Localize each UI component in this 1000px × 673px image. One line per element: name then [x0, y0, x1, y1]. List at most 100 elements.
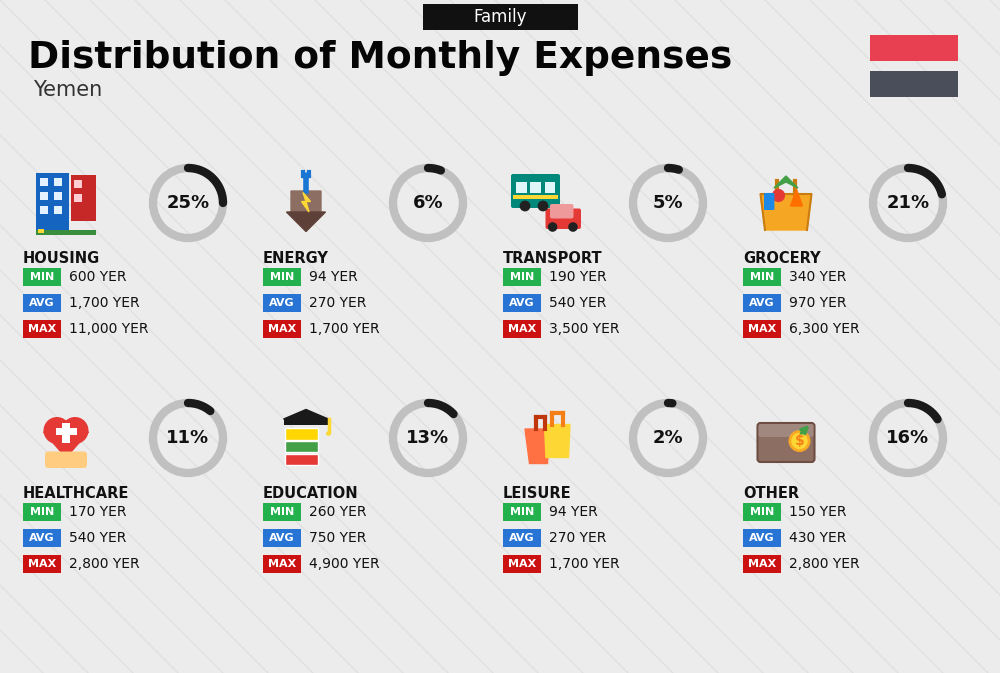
FancyBboxPatch shape: [516, 182, 526, 192]
FancyBboxPatch shape: [870, 35, 958, 61]
FancyBboxPatch shape: [263, 529, 301, 547]
Text: MAX: MAX: [268, 324, 296, 334]
Circle shape: [538, 201, 548, 211]
FancyBboxPatch shape: [36, 230, 96, 235]
Polygon shape: [525, 429, 549, 464]
Text: MIN: MIN: [750, 272, 774, 282]
Text: 750 YER: 750 YER: [309, 531, 366, 545]
FancyBboxPatch shape: [263, 503, 301, 521]
Polygon shape: [284, 409, 328, 419]
Text: 5%: 5%: [653, 194, 683, 212]
Text: AVG: AVG: [269, 533, 295, 543]
FancyBboxPatch shape: [546, 209, 581, 229]
Polygon shape: [774, 176, 798, 188]
FancyBboxPatch shape: [503, 320, 541, 338]
Polygon shape: [761, 194, 812, 230]
Circle shape: [772, 189, 785, 202]
Text: MAX: MAX: [748, 559, 776, 569]
FancyBboxPatch shape: [74, 180, 82, 188]
Text: 170 YER: 170 YER: [69, 505, 126, 519]
FancyBboxPatch shape: [764, 193, 774, 210]
FancyBboxPatch shape: [284, 419, 328, 425]
FancyBboxPatch shape: [511, 174, 560, 208]
FancyBboxPatch shape: [743, 529, 781, 547]
FancyBboxPatch shape: [23, 555, 61, 573]
Text: MAX: MAX: [28, 559, 56, 569]
FancyBboxPatch shape: [56, 429, 76, 435]
FancyBboxPatch shape: [503, 268, 541, 286]
FancyBboxPatch shape: [38, 229, 44, 233]
Text: AVG: AVG: [749, 298, 775, 308]
Text: AVG: AVG: [509, 533, 535, 543]
Text: MAX: MAX: [748, 324, 776, 334]
Text: AVG: AVG: [749, 533, 775, 543]
FancyBboxPatch shape: [422, 4, 578, 30]
Text: 970 YER: 970 YER: [789, 296, 846, 310]
Text: MIN: MIN: [510, 507, 534, 517]
Text: MAX: MAX: [268, 559, 296, 569]
Text: Distribution of Monthly Expenses: Distribution of Monthly Expenses: [28, 40, 732, 76]
FancyBboxPatch shape: [45, 452, 87, 468]
Circle shape: [790, 431, 809, 451]
Text: 11%: 11%: [166, 429, 210, 447]
Text: 94 YER: 94 YER: [549, 505, 598, 519]
Polygon shape: [291, 191, 321, 229]
Text: ENERGY: ENERGY: [263, 251, 329, 266]
FancyBboxPatch shape: [530, 182, 541, 192]
FancyBboxPatch shape: [23, 320, 61, 338]
Text: 1,700 YER: 1,700 YER: [549, 557, 620, 571]
FancyBboxPatch shape: [54, 206, 62, 214]
Text: MIN: MIN: [270, 272, 294, 282]
FancyBboxPatch shape: [263, 320, 301, 338]
Text: 150 YER: 150 YER: [789, 505, 846, 519]
FancyBboxPatch shape: [23, 294, 61, 312]
Text: OTHER: OTHER: [743, 486, 799, 501]
Text: MIN: MIN: [750, 507, 774, 517]
Text: 540 YER: 540 YER: [549, 296, 606, 310]
Text: 2%: 2%: [653, 429, 683, 447]
Circle shape: [302, 172, 310, 180]
Text: 21%: 21%: [886, 194, 930, 212]
Text: 260 YER: 260 YER: [309, 505, 366, 519]
FancyBboxPatch shape: [743, 294, 781, 312]
FancyBboxPatch shape: [545, 182, 555, 192]
Text: EDUCATION: EDUCATION: [263, 486, 359, 501]
Text: 1,700 YER: 1,700 YER: [309, 322, 380, 336]
FancyBboxPatch shape: [743, 320, 781, 338]
FancyBboxPatch shape: [263, 555, 301, 573]
FancyBboxPatch shape: [54, 192, 62, 200]
FancyBboxPatch shape: [743, 268, 781, 286]
Text: MIN: MIN: [30, 507, 54, 517]
Text: LEISURE: LEISURE: [503, 486, 572, 501]
Text: 94 YER: 94 YER: [309, 270, 358, 284]
Circle shape: [326, 431, 331, 436]
FancyBboxPatch shape: [870, 71, 958, 97]
Text: 6,300 YER: 6,300 YER: [789, 322, 860, 336]
Circle shape: [520, 201, 530, 211]
Text: MIN: MIN: [270, 507, 294, 517]
Polygon shape: [544, 425, 570, 458]
FancyBboxPatch shape: [503, 555, 541, 573]
FancyBboxPatch shape: [503, 529, 541, 547]
Text: AVG: AVG: [29, 533, 55, 543]
Text: Yemen: Yemen: [33, 80, 102, 100]
Text: MAX: MAX: [508, 559, 536, 569]
Circle shape: [548, 222, 557, 232]
FancyBboxPatch shape: [23, 268, 61, 286]
Circle shape: [568, 222, 578, 232]
Polygon shape: [287, 212, 326, 232]
Text: 4,900 YER: 4,900 YER: [309, 557, 380, 571]
Circle shape: [44, 417, 70, 444]
FancyBboxPatch shape: [36, 173, 69, 230]
FancyBboxPatch shape: [743, 555, 781, 573]
Circle shape: [62, 417, 88, 444]
Text: 270 YER: 270 YER: [309, 296, 366, 310]
Text: 1,700 YER: 1,700 YER: [69, 296, 140, 310]
Text: 11,000 YER: 11,000 YER: [69, 322, 148, 336]
FancyBboxPatch shape: [550, 204, 574, 219]
FancyBboxPatch shape: [40, 192, 48, 200]
FancyBboxPatch shape: [503, 294, 541, 312]
FancyBboxPatch shape: [503, 503, 541, 521]
Text: MAX: MAX: [508, 324, 536, 334]
FancyBboxPatch shape: [743, 503, 781, 521]
